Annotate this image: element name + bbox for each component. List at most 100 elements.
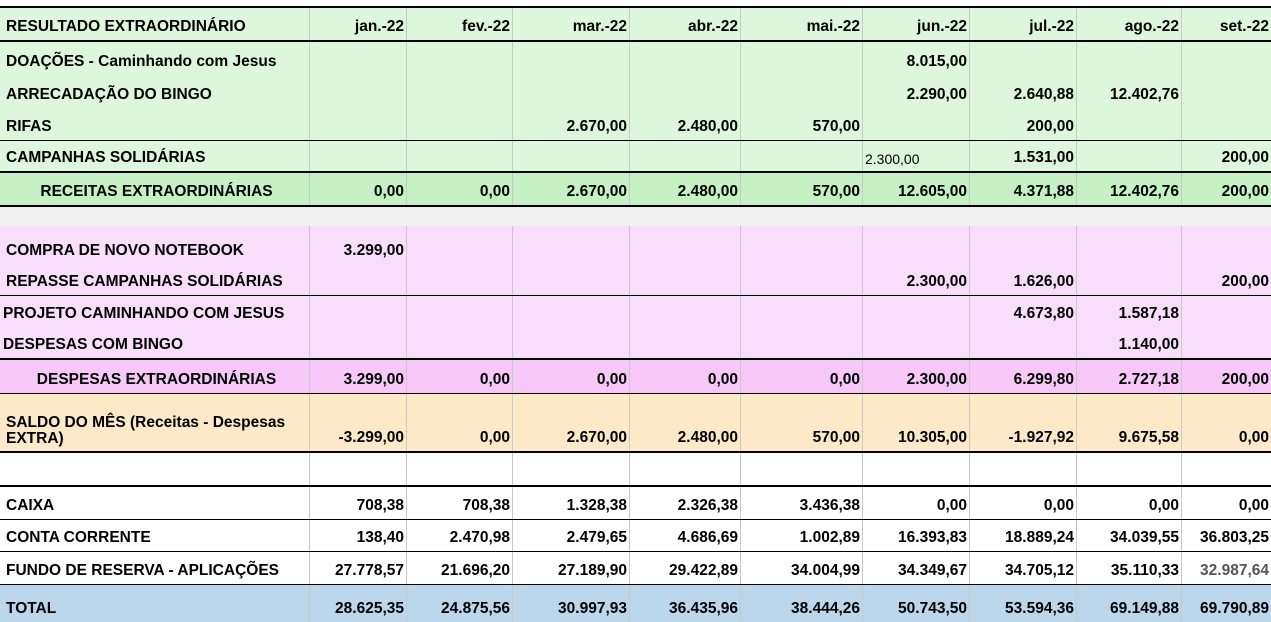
- empty-cell[interactable]: [407, 453, 513, 485]
- value-cell[interactable]: 4.371,88: [970, 173, 1077, 205]
- value-cell[interactable]: [310, 108, 407, 140]
- value-cell[interactable]: 1.626,00: [970, 264, 1077, 295]
- value-cell[interactable]: [630, 327, 741, 358]
- value-cell[interactable]: -1.927,92: [970, 394, 1077, 451]
- value-cell[interactable]: 1.587,18: [1077, 296, 1182, 327]
- value-cell[interactable]: 1.002,89: [741, 520, 863, 551]
- empty-cell[interactable]: [970, 453, 1077, 485]
- row-label[interactable]: ARRECADAÇÃO DO BINGO: [0, 75, 310, 108]
- value-cell[interactable]: 200,00: [1221, 273, 1269, 290]
- value-cell[interactable]: [310, 296, 407, 327]
- header-month[interactable]: ago.-22: [1077, 8, 1182, 40]
- value-cell[interactable]: 2.670,00: [513, 394, 630, 451]
- value-cell[interactable]: 1.531,00: [970, 141, 1077, 171]
- value-cell[interactable]: [630, 264, 741, 295]
- value-cell[interactable]: 16.393,83: [863, 520, 970, 551]
- value-cell[interactable]: 21.696,20: [407, 552, 513, 584]
- value-cell[interactable]: [1077, 226, 1182, 264]
- value-cell[interactable]: 24.875,56: [407, 585, 513, 622]
- value-cell[interactable]: 38.444,26: [741, 585, 863, 622]
- row-label[interactable]: RIFAS: [0, 108, 310, 140]
- value-cell[interactable]: 0,00: [407, 360, 513, 393]
- value-cell[interactable]: [1182, 296, 1271, 327]
- value-cell[interactable]: 200,00: [1221, 149, 1269, 166]
- value-cell[interactable]: 2.300,00: [863, 141, 970, 171]
- row-label[interactable]: CAMPANHAS SOLIDÁRIAS: [0, 141, 310, 171]
- value-cell[interactable]: 2.290,00: [863, 75, 970, 108]
- value-cell[interactable]: [513, 327, 630, 358]
- value-cell[interactable]: 0,00: [630, 360, 741, 393]
- value-cell[interactable]: [970, 42, 1077, 75]
- value-cell[interactable]: [407, 108, 513, 140]
- header-title[interactable]: RESULTADO EXTRAORDINÁRIO: [0, 8, 310, 40]
- value-cell[interactable]: [310, 264, 407, 295]
- empty-cell[interactable]: [630, 453, 741, 485]
- value-cell[interactable]: 2.479,65: [513, 520, 630, 551]
- value-cell[interactable]: [1077, 141, 1182, 171]
- value-cell[interactable]: 2.470,98: [407, 520, 513, 551]
- value-cell[interactable]: 2.640,88: [970, 75, 1077, 108]
- value-cell[interactable]: 708,38: [407, 487, 513, 519]
- value-cell[interactable]: [970, 226, 1077, 264]
- value-cell[interactable]: 2.480,00: [630, 173, 741, 205]
- value-cell[interactable]: 1.140,00: [1077, 327, 1182, 358]
- value-cell[interactable]: 6.299,80: [970, 360, 1077, 393]
- value-cell[interactable]: [863, 327, 970, 358]
- value-cell[interactable]: 0,00: [407, 173, 513, 205]
- value-cell[interactable]: 36.435,96: [630, 585, 741, 622]
- value-cell[interactable]: 8.015,00: [863, 42, 970, 75]
- value-cell[interactable]: 12.402,76: [1077, 75, 1182, 108]
- value-cell[interactable]: [970, 327, 1077, 358]
- value-cell[interactable]: 34.039,55: [1077, 520, 1182, 551]
- value-cell[interactable]: 4.686,69: [630, 520, 741, 551]
- value-cell[interactable]: [1077, 108, 1182, 140]
- value-cell[interactable]: 34.349,67: [863, 552, 970, 584]
- value-cell[interactable]: [513, 42, 630, 75]
- value-cell[interactable]: 2.670,00: [513, 108, 630, 140]
- value-cell[interactable]: 30.997,93: [513, 585, 630, 622]
- value-cell[interactable]: [630, 141, 741, 171]
- value-cell[interactable]: 34.004,99: [741, 552, 863, 584]
- value-cell[interactable]: 138,40: [310, 520, 407, 551]
- value-cell[interactable]: [310, 141, 407, 171]
- value-cell[interactable]: [407, 75, 513, 108]
- value-cell[interactable]: 9.675,58: [1077, 394, 1182, 451]
- value-cell[interactable]: 0,00: [1238, 429, 1269, 446]
- value-cell[interactable]: 12.605,00: [863, 173, 970, 205]
- value-cell[interactable]: [1182, 42, 1271, 75]
- value-cell[interactable]: 69.790,89: [1200, 600, 1269, 617]
- value-cell[interactable]: [741, 264, 863, 295]
- value-cell[interactable]: [1077, 264, 1182, 295]
- value-cell[interactable]: [407, 327, 513, 358]
- empty-cell[interactable]: [863, 453, 970, 485]
- value-cell[interactable]: [630, 226, 741, 264]
- header-month[interactable]: abr.-22: [630, 8, 741, 40]
- value-cell[interactable]: 2.326,38: [630, 487, 741, 519]
- value-cell[interactable]: [310, 42, 407, 75]
- row-label[interactable]: RECEITAS EXTRAORDINÁRIAS: [0, 173, 310, 205]
- value-cell[interactable]: [513, 226, 630, 264]
- value-cell[interactable]: 10.305,00: [863, 394, 970, 451]
- value-cell[interactable]: 0,00: [1238, 497, 1269, 514]
- row-label[interactable]: DOAÇÕES - Caminhando com Jesus: [0, 42, 310, 75]
- value-cell[interactable]: [863, 108, 970, 140]
- row-label[interactable]: FUNDO DE RESERVA - APLICAÇÕES: [0, 552, 310, 584]
- header-month[interactable]: jun.-22: [863, 8, 970, 40]
- value-cell[interactable]: 34.705,12: [970, 552, 1077, 584]
- value-cell[interactable]: 3.299,00: [310, 226, 407, 264]
- value-cell[interactable]: 570,00: [741, 173, 863, 205]
- value-cell[interactable]: [310, 75, 407, 108]
- header-month[interactable]: mai.-22: [741, 8, 863, 40]
- value-cell[interactable]: 32.987,64: [1200, 562, 1269, 579]
- value-cell[interactable]: 12.402,76: [1077, 173, 1182, 205]
- header-month[interactable]: jul.-22: [970, 8, 1077, 40]
- value-cell[interactable]: 29.422,89: [630, 552, 741, 584]
- value-cell[interactable]: [407, 42, 513, 75]
- value-cell[interactable]: [630, 42, 741, 75]
- value-cell[interactable]: [310, 327, 407, 358]
- row-label[interactable]: SALDO DO MÊS (Receitas - Despesas EXTRA): [0, 394, 310, 451]
- value-cell[interactable]: 1.328,38: [513, 487, 630, 519]
- value-cell[interactable]: [741, 42, 863, 75]
- value-cell[interactable]: 0,00: [407, 394, 513, 451]
- header-month[interactable]: jan.-22: [310, 8, 407, 40]
